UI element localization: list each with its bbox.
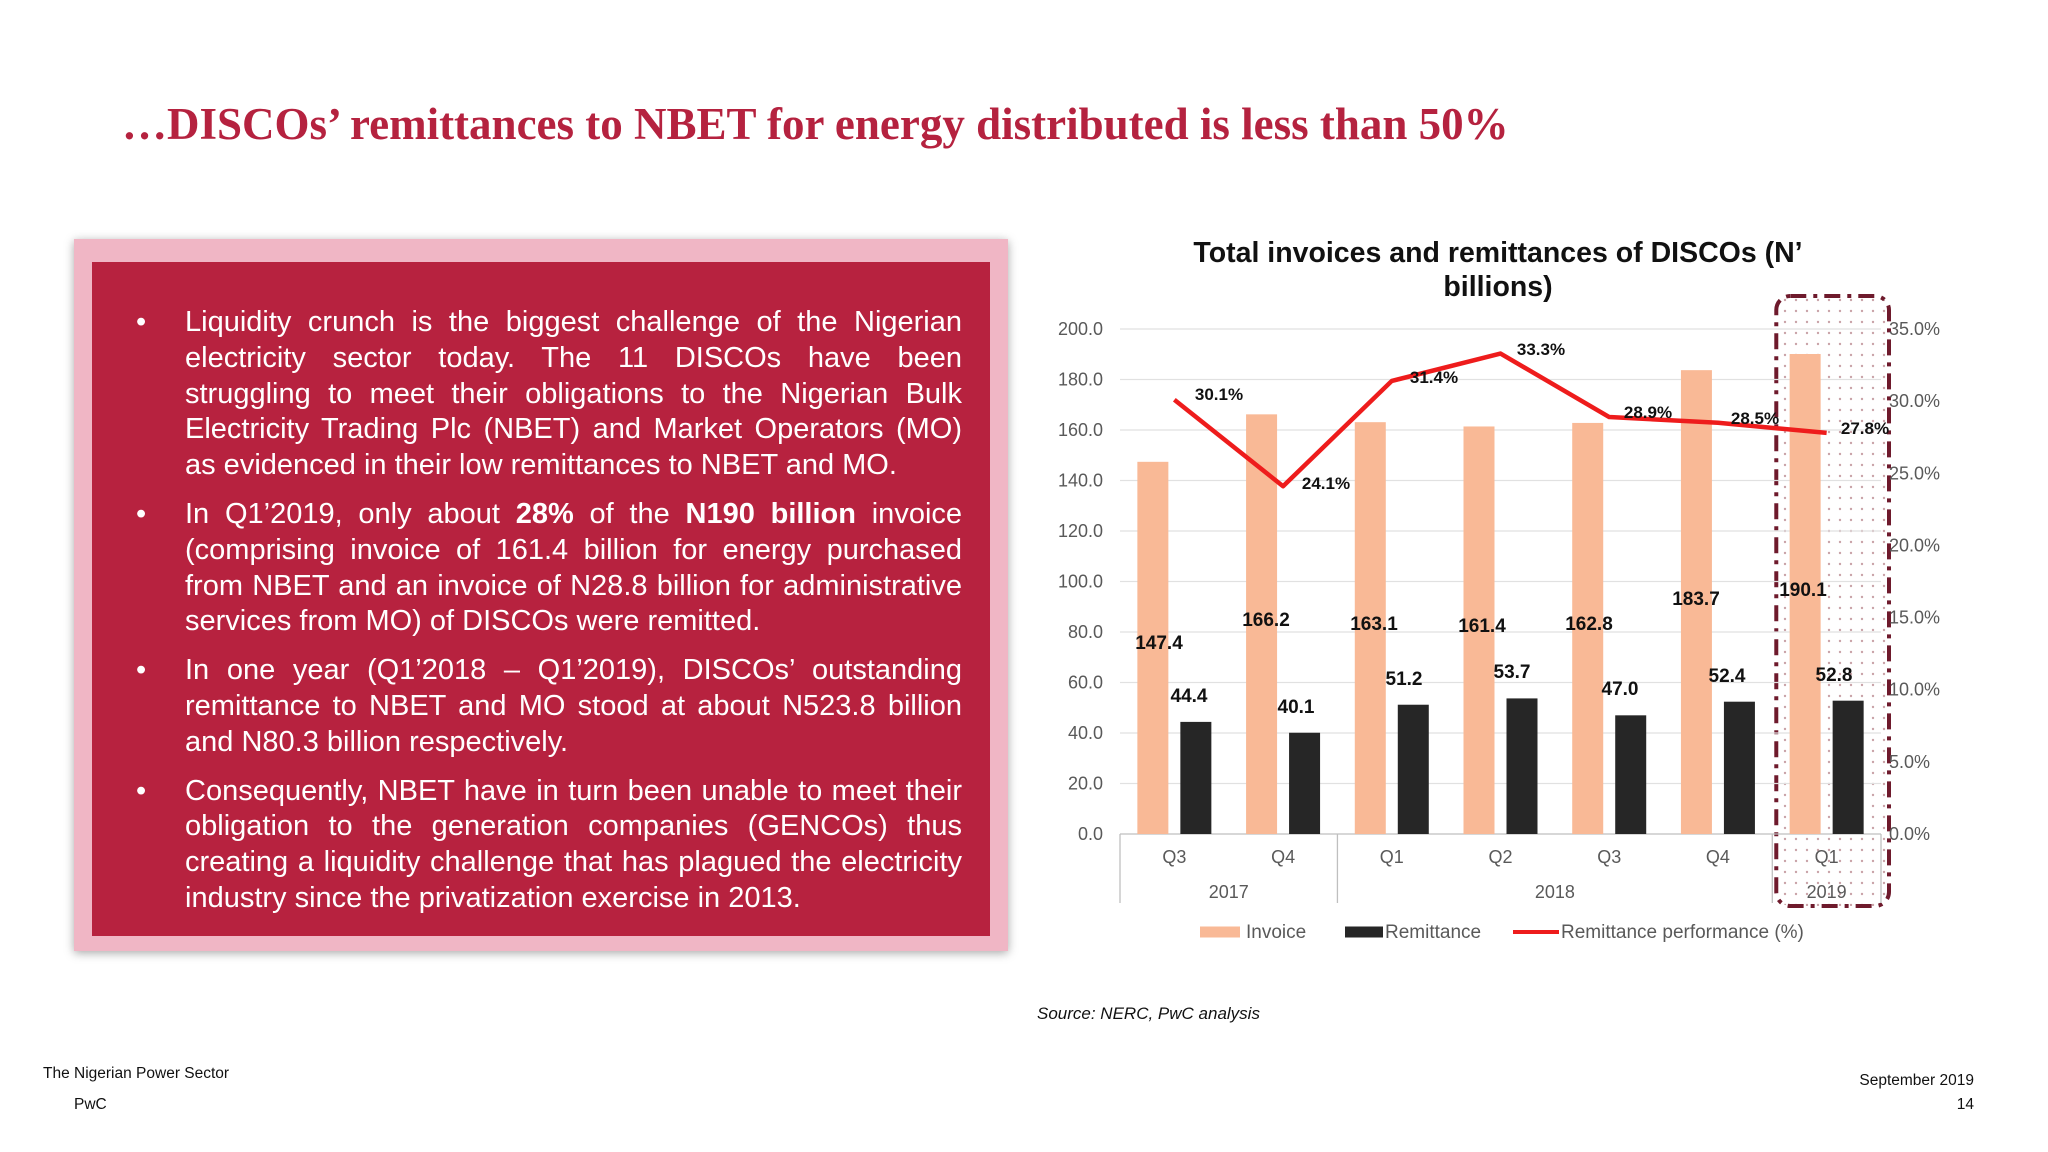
performance-data-label: 28.5% xyxy=(1731,409,1779,428)
performance-data-label: 30.1% xyxy=(1195,385,1243,404)
performance-data-label: 33.3% xyxy=(1517,340,1565,359)
bullet-item: In Q1’2019, only about 28% of the N190 b… xyxy=(136,497,962,640)
invoice-bar xyxy=(1137,461,1169,834)
bullet-text: Liquidity crunch is the biggest challeng… xyxy=(185,306,962,482)
x-tick-label: Q1 xyxy=(1815,847,1839,867)
remittance-bar xyxy=(1723,701,1755,834)
remittance-data-label: 52.4 xyxy=(1709,666,1746,687)
x-tick-label: Q4 xyxy=(1706,847,1730,867)
bullet-item: Consequently, NBET have in turn been una… xyxy=(136,774,962,917)
legend-label: Remittance xyxy=(1385,922,1481,943)
invoice-data-label: 147.4 xyxy=(1135,633,1183,654)
legend-line-marker xyxy=(1513,930,1559,934)
performance-line xyxy=(1172,351,1827,489)
footer-page-number: 14 xyxy=(1956,1096,1974,1113)
remittance-data-label: 47.0 xyxy=(1602,679,1639,700)
y-right-tick-label: 25.0% xyxy=(1889,463,1940,483)
invoice-data-label: 166.2 xyxy=(1242,610,1290,631)
y-right-tick-label: 30.0% xyxy=(1889,391,1940,411)
y-right-tick-label: 0.0% xyxy=(1889,824,1930,844)
x-tick-label: Q3 xyxy=(1597,847,1621,867)
bullet-bold-text: 28% xyxy=(515,497,574,530)
remittance-data-label: 51.2 xyxy=(1386,669,1423,690)
slide-title: …DISCOs’ remittances to NBET for energy … xyxy=(122,99,1509,149)
performance-data-label: 31.4% xyxy=(1410,368,1458,387)
legend-bar-marker xyxy=(1200,926,1240,938)
bullet-text: Consequently, NBET have in turn been una… xyxy=(185,774,962,914)
remittance-bar xyxy=(1506,698,1538,834)
x-group-label: 2017 xyxy=(1209,882,1249,902)
x-group-label: 2018 xyxy=(1535,882,1575,902)
y-right-tick-label: 35.0% xyxy=(1889,319,1940,339)
y-left-tick-label: 160.0 xyxy=(1058,420,1103,440)
x-tick-label: Q3 xyxy=(1162,847,1186,867)
invoice-bar xyxy=(1680,370,1712,834)
y-left-tick-label: 0.0 xyxy=(1078,824,1103,844)
remittance-data-label: 52.8 xyxy=(1816,665,1853,686)
legend-bar-marker xyxy=(1345,926,1383,938)
invoice-bar xyxy=(1572,422,1604,834)
y-left-tick-label: 100.0 xyxy=(1058,572,1103,592)
remittance-bar xyxy=(1180,721,1212,834)
y-left-tick-label: 180.0 xyxy=(1058,370,1103,390)
bullet-text: In one year (Q1’2018 – Q1’2019), DISCOs’… xyxy=(185,654,962,758)
y-right-tick-label: 15.0% xyxy=(1889,608,1940,628)
invoice-data-label: 162.8 xyxy=(1565,614,1613,635)
remittance-bar xyxy=(1397,704,1429,834)
performance-data-label: 28.9% xyxy=(1624,403,1672,422)
performance-data-label: 24.1% xyxy=(1302,474,1350,493)
invoice-bar xyxy=(1246,414,1278,834)
footer-date: September 2019 xyxy=(1859,1072,1974,1089)
remittance-data-label: 40.1 xyxy=(1278,697,1315,718)
footer-company: PwC xyxy=(74,1096,107,1113)
y-left-tick-label: 200.0 xyxy=(1058,319,1103,339)
x-group-label: 2019 xyxy=(1807,882,1847,902)
bullet-text: of the xyxy=(573,497,686,530)
remittance-bar xyxy=(1615,715,1647,834)
remittance-bar xyxy=(1289,732,1321,834)
invoice-data-label: 161.4 xyxy=(1458,616,1506,637)
remittance-data-label: 53.7 xyxy=(1494,662,1531,683)
x-tick-label: Q2 xyxy=(1488,847,1512,867)
bullet-text: invoice (comprising invoice of 161.4 bil… xyxy=(185,497,963,638)
legend-label: Invoice xyxy=(1246,922,1306,943)
invoice-data-label: 163.1 xyxy=(1350,614,1398,635)
invoice-bar xyxy=(1354,422,1386,834)
legend-label: Remittance performance (%) xyxy=(1561,922,1804,943)
bullet-list: Liquidity crunch is the biggest challeng… xyxy=(136,305,962,917)
footer-report-name: The Nigerian Power Sector xyxy=(43,1065,230,1082)
remittance-data-label: 44.4 xyxy=(1171,686,1208,707)
bullet-bold-text: N190 billion xyxy=(685,497,856,530)
bullet-text: In Q1’2019, only about xyxy=(185,497,516,530)
y-left-tick-label: 60.0 xyxy=(1068,673,1103,693)
y-right-tick-label: 5.0% xyxy=(1889,752,1930,772)
y-left-tick-label: 140.0 xyxy=(1058,471,1103,491)
invoice-bar xyxy=(1463,426,1495,834)
y-left-tick-label: 40.0 xyxy=(1068,723,1103,743)
y-right-tick-label: 10.0% xyxy=(1889,680,1940,700)
x-tick-label: Q4 xyxy=(1271,847,1295,867)
invoice-data-label: 190.1 xyxy=(1779,580,1827,601)
y-left-tick-label: 80.0 xyxy=(1068,622,1103,642)
summary-textbox: Liquidity crunch is the biggest challeng… xyxy=(74,239,1008,951)
bullet-item: In one year (Q1’2018 – Q1’2019), DISCOs’… xyxy=(136,653,962,760)
x-tick-label: Q1 xyxy=(1380,847,1404,867)
y-right-tick-label: 20.0% xyxy=(1889,535,1940,555)
y-left-tick-label: 120.0 xyxy=(1058,521,1103,541)
chart-title-line-1: Total invoices and remittances of DISCOs… xyxy=(1193,237,1802,269)
bullet-item: Liquidity crunch is the biggest challeng… xyxy=(136,305,962,484)
y-left-tick-label: 20.0 xyxy=(1068,774,1103,794)
chart-title-line-2: billions) xyxy=(1443,271,1552,303)
performance-data-label: 27.8% xyxy=(1841,419,1889,438)
invoice-data-label: 183.7 xyxy=(1672,589,1720,610)
source-note: Source: NERC, PwC analysis xyxy=(1037,1004,1260,1023)
remittance-bar xyxy=(1832,700,1864,834)
summary-textbox-body: Liquidity crunch is the biggest challeng… xyxy=(92,262,990,936)
